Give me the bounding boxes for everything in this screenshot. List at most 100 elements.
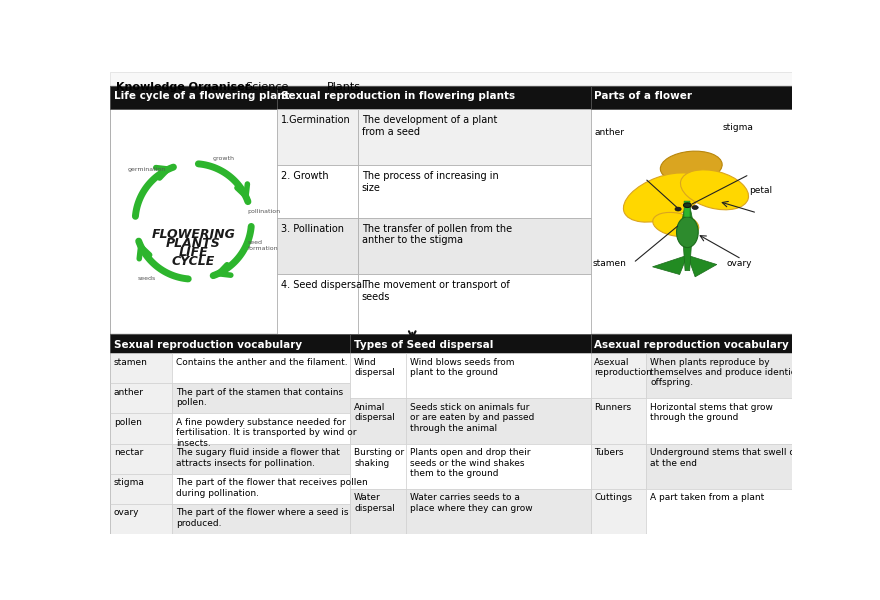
Text: petal: petal <box>750 186 773 195</box>
Bar <box>646 489 792 534</box>
Text: Wind blows seeds from
plant to the ground: Wind blows seeds from plant to the groun… <box>410 358 515 377</box>
Bar <box>590 489 646 534</box>
Text: Plants open and drop their
seeds or the wind shakes
them to the ground: Plants open and drop their seeds or the … <box>410 448 531 478</box>
Text: Contains the anther and the filament.: Contains the anther and the filament. <box>176 358 348 367</box>
Bar <box>110 334 350 353</box>
Ellipse shape <box>660 151 722 182</box>
Bar <box>110 383 172 413</box>
Bar <box>110 413 172 443</box>
Text: Cuttings: Cuttings <box>594 493 633 502</box>
Ellipse shape <box>692 206 698 209</box>
Text: pollination: pollination <box>248 209 281 214</box>
Text: Science: Science <box>246 82 289 92</box>
Text: stigma: stigma <box>722 123 753 132</box>
Bar <box>110 353 350 534</box>
Text: stamen: stamen <box>593 259 627 268</box>
Text: Runners: Runners <box>594 403 632 412</box>
Text: Asexual reproduction vocabulary: Asexual reproduction vocabulary <box>594 340 789 350</box>
Text: Knowledge Organiser: Knowledge Organiser <box>116 82 250 92</box>
Text: Water
dispersal: Water dispersal <box>354 493 395 513</box>
Bar <box>172 473 350 504</box>
Bar <box>406 353 590 398</box>
Text: LIFE: LIFE <box>179 246 209 259</box>
Bar <box>358 218 590 274</box>
Bar <box>590 334 792 353</box>
Text: seeds: seeds <box>138 276 156 281</box>
Text: Plants: Plants <box>327 82 361 92</box>
Text: FLOWERING: FLOWERING <box>151 227 235 241</box>
Bar <box>350 353 590 534</box>
Ellipse shape <box>677 217 698 248</box>
Text: stigma: stigma <box>114 478 144 487</box>
Text: Asexual
reproduction: Asexual reproduction <box>594 358 652 377</box>
Bar <box>350 443 406 489</box>
Bar <box>110 109 276 334</box>
Text: Life cycle of a flowering plant: Life cycle of a flowering plant <box>114 91 290 101</box>
Text: Sexual reproduction vocabulary: Sexual reproduction vocabulary <box>114 340 302 350</box>
Text: Types of Seed dispersal: Types of Seed dispersal <box>354 340 494 350</box>
Bar <box>276 218 358 274</box>
Bar <box>350 334 590 353</box>
Bar <box>172 413 350 443</box>
Text: 1.Germination: 1.Germination <box>281 115 350 125</box>
Text: PLANTS: PLANTS <box>166 237 221 250</box>
Text: The process of increasing in
size: The process of increasing in size <box>362 172 499 193</box>
Text: stamen: stamen <box>114 358 148 367</box>
Text: Seeds stick on animals fur
or are eaten by and passed
through the animal: Seeds stick on animals fur or are eaten … <box>410 403 534 433</box>
Ellipse shape <box>680 170 749 210</box>
Polygon shape <box>681 205 693 271</box>
Bar <box>110 334 792 534</box>
Text: Animal
dispersal: Animal dispersal <box>354 403 395 422</box>
Bar <box>590 86 792 109</box>
Text: Tubers: Tubers <box>594 448 624 457</box>
Text: A fine powdery substance needed for
fertilisation. It is transported by wind or
: A fine powdery substance needed for fert… <box>176 418 356 448</box>
Text: CYCLE: CYCLE <box>172 255 215 268</box>
Bar <box>590 398 646 443</box>
Ellipse shape <box>623 173 705 222</box>
Bar <box>646 353 792 398</box>
Text: The development of a plant
from a seed: The development of a plant from a seed <box>362 115 497 137</box>
Bar <box>172 443 350 473</box>
Text: 4. Seed dispersal: 4. Seed dispersal <box>281 280 364 290</box>
Bar <box>276 165 358 218</box>
Bar <box>590 353 646 398</box>
Bar <box>110 443 172 473</box>
Text: pollen: pollen <box>114 418 142 427</box>
Bar <box>646 443 792 489</box>
Bar <box>358 109 590 165</box>
Ellipse shape <box>675 207 681 211</box>
Bar <box>358 165 590 218</box>
Text: The part of the flower that receives pollen
during pollination.: The part of the flower that receives pol… <box>176 478 368 498</box>
Text: Sexual reproduction in flowering plants: Sexual reproduction in flowering plants <box>281 91 515 101</box>
Text: The part of the stamen that contains
pollen.: The part of the stamen that contains pol… <box>176 388 343 407</box>
Polygon shape <box>687 255 717 277</box>
Bar <box>406 398 590 443</box>
Bar <box>110 86 792 334</box>
Bar <box>276 109 358 165</box>
Text: Water carries seeds to a
place where they can grow: Water carries seeds to a place where the… <box>410 493 532 513</box>
Text: nectar: nectar <box>114 448 143 457</box>
Bar <box>276 274 358 334</box>
Text: 3. Pollination: 3. Pollination <box>281 224 343 233</box>
Bar <box>685 202 691 217</box>
Ellipse shape <box>684 203 692 208</box>
Text: The sugary fluid inside a flower that
attracts insects for pollination.: The sugary fluid inside a flower that at… <box>176 448 340 467</box>
Text: Horizontal stems that grow
through the ground: Horizontal stems that grow through the g… <box>650 403 773 422</box>
Text: Bursting or
shaking: Bursting or shaking <box>354 448 404 467</box>
Text: growth: growth <box>213 157 235 161</box>
Text: Parts of a flower: Parts of a flower <box>594 91 693 101</box>
Bar <box>276 86 590 109</box>
Text: anther: anther <box>114 388 143 397</box>
Text: seed
formation: seed formation <box>247 240 278 251</box>
Bar <box>172 383 350 413</box>
Text: ovary: ovary <box>726 259 752 268</box>
Bar <box>172 353 350 383</box>
Polygon shape <box>652 255 687 275</box>
Bar <box>110 504 172 534</box>
Text: A part taken from a plant: A part taken from a plant <box>650 493 765 502</box>
Bar <box>590 443 646 489</box>
Bar <box>350 398 406 443</box>
Text: germination: germination <box>128 167 166 172</box>
Text: ovary: ovary <box>114 508 139 517</box>
Text: The part of the flower where a seed is
produced.: The part of the flower where a seed is p… <box>176 508 348 528</box>
